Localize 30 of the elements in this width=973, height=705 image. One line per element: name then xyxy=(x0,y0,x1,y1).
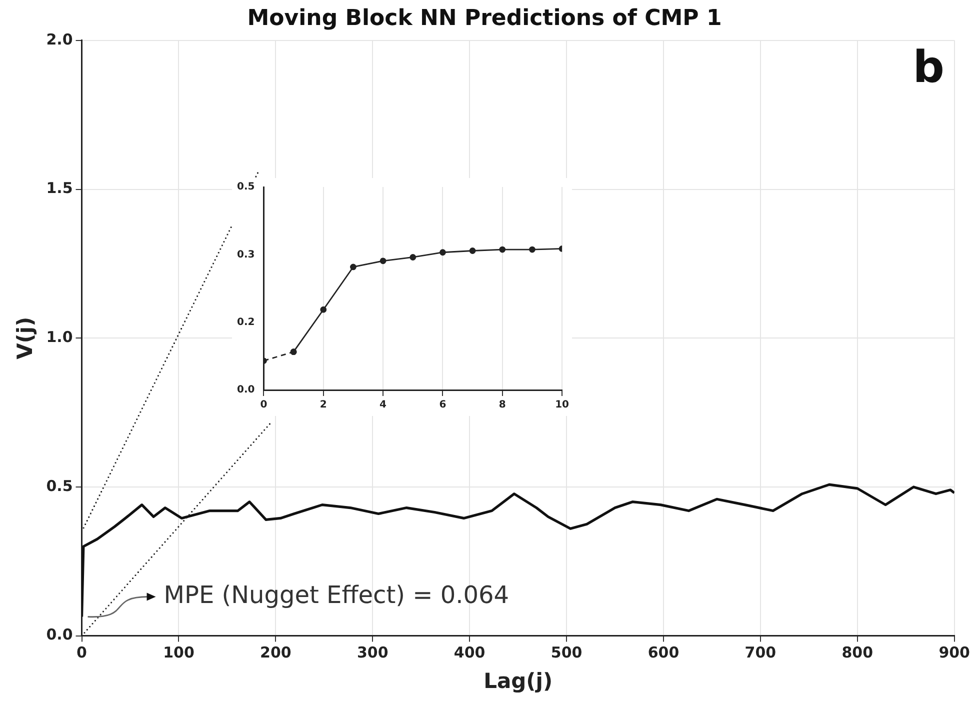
x-tick-label: 10 xyxy=(555,400,570,411)
x-tick-label: 2 xyxy=(320,400,327,411)
x-tick-label: 8 xyxy=(498,400,506,411)
y-tick-label: 0.3 xyxy=(236,249,255,260)
x-tick-label: 800 xyxy=(842,644,874,662)
y-tick-label: 0.2 xyxy=(236,316,255,328)
x-tick-label: 200 xyxy=(260,644,292,662)
x-tick-label: 100 xyxy=(163,644,194,662)
chart-title: Moving Block NN Predictions of CMP 1 xyxy=(247,6,722,31)
y-tick-label: 2.0 xyxy=(46,30,73,48)
x-tick-label: 500 xyxy=(550,644,582,662)
y-axis-title: V(j) xyxy=(13,316,38,360)
x-tick-label: 6 xyxy=(439,400,446,411)
y-tick-label: 1.5 xyxy=(46,179,73,198)
x-axis-title: Lag(j) xyxy=(484,668,553,693)
annotation: MPE (Nugget Effect) = 0.064 xyxy=(164,580,510,609)
x-tick-label: 4 xyxy=(380,400,387,411)
x-tick-label: 0 xyxy=(76,644,87,662)
x-tick-label: 0 xyxy=(260,400,268,411)
x-tick-label: 300 xyxy=(356,644,388,662)
x-tick-label: 600 xyxy=(648,644,680,662)
y-tick-label: 0.5 xyxy=(236,182,255,193)
x-tick-label: 900 xyxy=(938,644,970,662)
x-tick-label: 400 xyxy=(454,644,486,662)
annotation: b xyxy=(912,42,944,93)
y-tick-label: 0.5 xyxy=(46,476,73,495)
x-tick-label: 700 xyxy=(744,644,776,662)
y-tick-label: 1.0 xyxy=(46,328,73,346)
y-tick-label: 0.0 xyxy=(236,384,255,396)
y-tick-label: 0.0 xyxy=(46,626,73,644)
